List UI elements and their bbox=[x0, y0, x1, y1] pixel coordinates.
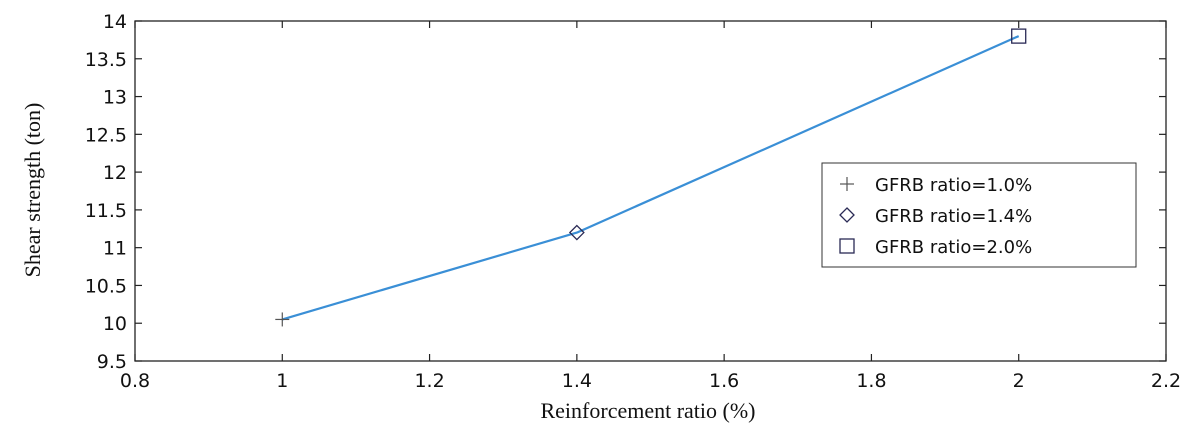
y-tick-label: 13.5 bbox=[85, 49, 127, 71]
legend: GFRB ratio=1.0% GFRB ratio=1.4% GFRB ratio… bbox=[821, 162, 1137, 268]
y-tick-label: 9.5 bbox=[97, 351, 127, 373]
data-point-2 bbox=[568, 224, 585, 241]
x-tick-label: 2.2 bbox=[1151, 370, 1181, 392]
y-tick-label: 11.5 bbox=[85, 200, 127, 222]
y-tick-label: 10.5 bbox=[85, 275, 127, 297]
legend-marker bbox=[839, 207, 855, 223]
y-tick-label: 12 bbox=[103, 162, 127, 184]
legend-box bbox=[821, 162, 1137, 268]
legend-label: GFRB ratio=1.4% bbox=[875, 206, 1032, 227]
legend-label: GFRB ratio=2.0% bbox=[875, 237, 1032, 258]
x-tick-label: 1.6 bbox=[709, 370, 739, 392]
legend-marker bbox=[839, 238, 855, 254]
series-line bbox=[281, 35, 1020, 321]
legend-marker bbox=[840, 177, 854, 191]
plot-frame bbox=[134, 20, 1167, 362]
data-point-1 bbox=[275, 312, 290, 327]
plot-axes bbox=[134, 20, 1167, 362]
axis-ticks: 0.8 1 1.2 1.4 1.6 1.8 2 2.2 9.5 10 10.5 11 11.5 12 12.… bbox=[85, 11, 1181, 392]
y-tick-label: 13 bbox=[103, 87, 127, 109]
y-tick-label: 14 bbox=[103, 11, 127, 33]
y-axis-title: Shear strength (ton) bbox=[20, 103, 45, 278]
data-markers bbox=[275, 28, 1027, 327]
x-tick-label: 0.8 bbox=[120, 370, 150, 392]
y-tick-label: 12.5 bbox=[85, 124, 127, 146]
legend-label: GFRB ratio=1.0% bbox=[875, 175, 1032, 196]
x-axis-title: Reinforcement ratio (%) bbox=[540, 398, 755, 423]
x-tick-label: 1.4 bbox=[562, 370, 592, 392]
y-tick-label: 10 bbox=[103, 313, 127, 335]
x-tick-label: 2 bbox=[1013, 370, 1025, 392]
series-line-layer bbox=[281, 35, 1020, 321]
x-tick-label: 1.2 bbox=[414, 370, 444, 392]
x-tick-label: 1 bbox=[276, 370, 288, 392]
x-tick-label: 1.8 bbox=[856, 370, 886, 392]
y-tick-label: 11 bbox=[103, 238, 127, 260]
data-point-3 bbox=[1011, 28, 1027, 44]
